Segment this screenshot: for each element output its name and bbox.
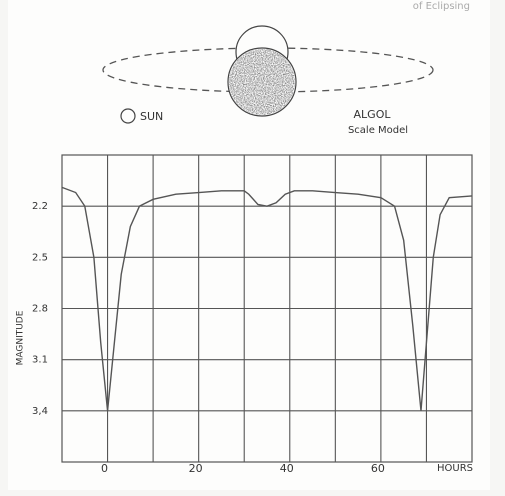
algol-label: ALGOL: [354, 108, 392, 121]
y-tick-label: 3.1: [32, 355, 48, 366]
x-axis-label: HOURS: [437, 463, 473, 474]
model-label: Scale Model: [348, 125, 408, 136]
x-tick-label: 60: [371, 462, 385, 475]
y-tick-label: 2.5: [32, 252, 48, 263]
sun-label: SUN: [140, 110, 163, 123]
y-tick-label: 2.2: [32, 201, 48, 212]
chart: of Eclipsing SUN ALGOL Scale Model MAGNI…: [0, 0, 505, 496]
y-axis-label: MAGNITUDE: [16, 310, 26, 365]
y-tick-label: 3,4: [32, 406, 48, 417]
x-tick-label: 20: [189, 462, 203, 475]
algol-texture: [229, 49, 295, 115]
header-text: of Eclipsing: [413, 1, 470, 12]
y-tick-label: 2.8: [32, 304, 48, 315]
x-tick-label: 0: [101, 462, 108, 475]
x-tick-label: 40: [280, 462, 294, 475]
